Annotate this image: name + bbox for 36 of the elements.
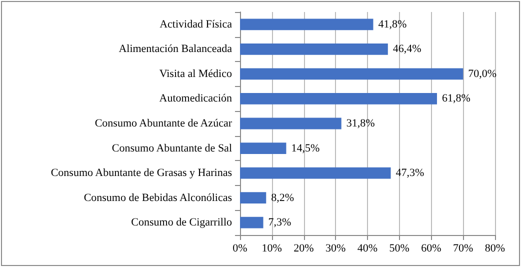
bar <box>240 68 464 80</box>
x-tick-label: 50% <box>389 242 410 254</box>
y-tick-label: Consumo de Cigarrillo <box>131 216 232 229</box>
bar <box>240 93 437 104</box>
x-tick-label: 20% <box>294 242 314 254</box>
x-tick-label: 0% <box>232 242 248 254</box>
x-tick-label: 10% <box>262 242 282 254</box>
bar <box>240 142 286 154</box>
y-tick-label: Consumo Abuntante de Azúcar <box>94 118 232 130</box>
bar <box>240 216 264 228</box>
x-tick-label: 80% <box>484 242 506 254</box>
y-tick-label: Consumo Abuntante de Sal <box>112 142 232 154</box>
y-tick-label: Actividad Física <box>160 18 232 30</box>
data-label: 46,4% <box>392 43 422 56</box>
y-tick-label: Alimentación Balanceada <box>118 43 232 56</box>
bar <box>240 18 374 30</box>
y-tick-label: Visita al Médico <box>159 68 232 80</box>
bar <box>240 118 342 130</box>
y-tick-label: Consumo de Bebidas Alconólicas <box>84 192 232 204</box>
data-label: 61,8% <box>442 92 470 105</box>
data-label: 14,5% <box>291 142 320 154</box>
data-label: 47,3% <box>396 167 424 180</box>
bar <box>240 192 266 204</box>
x-tick-label: 70% <box>453 242 474 254</box>
x-tick-label: 40% <box>357 242 378 254</box>
data-label: 70,0% <box>468 68 497 80</box>
bar <box>240 167 391 179</box>
data-label: 41,8% <box>378 18 407 30</box>
data-label: 8,2% <box>271 192 294 204</box>
data-label: 7,3% <box>268 216 292 229</box>
bar <box>240 43 388 55</box>
y-tick-label: Automedicación <box>159 92 232 105</box>
x-tick-label: 30% <box>326 242 346 254</box>
x-tick-label: 60% <box>421 242 442 254</box>
data-label: 31,8% <box>346 118 375 130</box>
y-tick-label: Consumo Abuntante de Grasas y Harinas <box>50 167 232 180</box>
